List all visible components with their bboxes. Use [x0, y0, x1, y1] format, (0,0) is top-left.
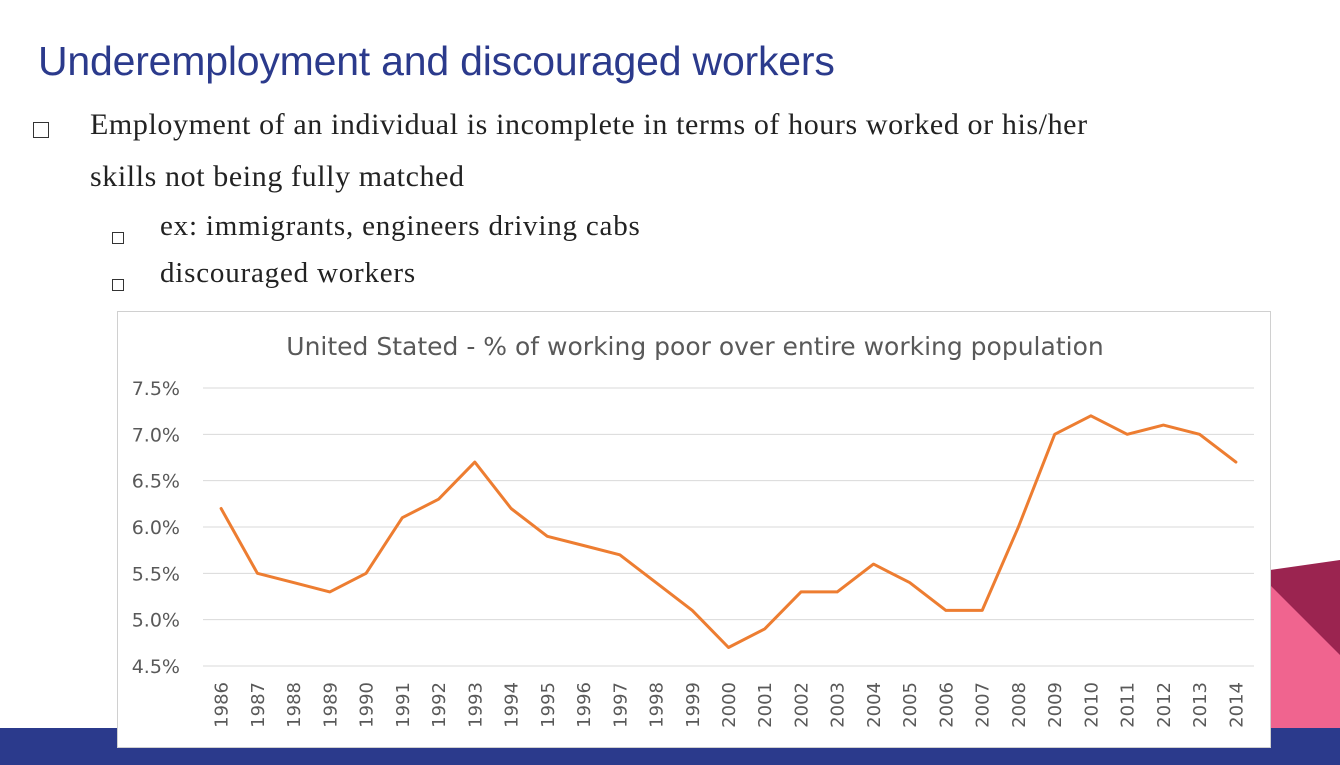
sub-bullet-checkbox-icon: [112, 279, 124, 291]
corner-decoration-light: [1270, 585, 1340, 730]
x-tick-label: 1989: [320, 682, 341, 728]
x-tick-label: 2003: [828, 682, 849, 728]
x-tick-label: 1993: [465, 682, 486, 728]
bullet-text-line-2: skills not being fully matched: [90, 160, 465, 193]
bullet-checkbox-icon: [33, 122, 49, 138]
x-tick-label: 2000: [719, 682, 740, 728]
series-line-0: [219, 414, 1238, 649]
y-tick-label: 5.5%: [132, 563, 180, 585]
x-tick-label: 2010: [1081, 682, 1102, 728]
x-tick-label: 2013: [1190, 682, 1211, 728]
x-tick-label: 1992: [429, 682, 450, 728]
x-tick-label: 2012: [1154, 682, 1175, 728]
grid-layer: [203, 387, 1254, 667]
y-tick-label: 7.0%: [132, 424, 180, 446]
x-tick-label: 1986: [212, 682, 233, 728]
x-tick-label: 1999: [683, 682, 704, 728]
x-tick-label: 2009: [1045, 682, 1066, 728]
series-layer: [219, 414, 1238, 649]
chart-container: United Stated - % of working poor over e…: [117, 311, 1271, 748]
x-tick-label: 2001: [755, 682, 776, 728]
y-tick-label: 4.5%: [132, 656, 180, 678]
x-tick-label: 1995: [538, 682, 559, 728]
y-tick-label: 6.5%: [132, 471, 180, 493]
x-tick-label: 2008: [1009, 682, 1030, 728]
x-axis-tick-labels: 1986 1987 1988 1989 1990 1991 1992 1993 1994 1995…: [212, 682, 1248, 728]
corner-decoration: [1270, 560, 1340, 730]
x-tick-label: 2002: [791, 682, 812, 728]
x-tick-label: 1990: [357, 682, 378, 728]
x-tick-label: 2005: [900, 682, 921, 728]
x-tick-label: 2014: [1226, 682, 1247, 728]
x-tick-label: 2004: [864, 682, 885, 728]
y-tick-label: 7.5%: [132, 378, 180, 400]
x-tick-label: 1996: [574, 682, 595, 728]
x-tick-label: 1991: [393, 682, 414, 728]
line-chart: United Stated - % of working poor over e…: [132, 332, 1254, 728]
x-tick-label: 1998: [647, 682, 668, 728]
sub-bullet-text-discouraged: discouraged workers: [160, 257, 416, 289]
x-tick-label: 2007: [973, 682, 994, 728]
y-tick-label: 5.0%: [132, 610, 180, 632]
bullet-text-line-1: Employment of an individual is incomplet…: [90, 108, 1088, 141]
x-tick-label: 2011: [1118, 682, 1139, 728]
sub-bullet-text-examples: ex: immigrants, engineers driving cabs: [160, 210, 641, 242]
y-axis-tick-labels: 4.5% 5.0% 5.5% 6.0% 6.5% 7.0% 7.5%: [132, 378, 180, 678]
x-tick-label: 1987: [248, 682, 269, 728]
sub-bullet-checkbox-icon: [112, 232, 124, 244]
y-tick-label: 6.0%: [132, 517, 180, 539]
x-tick-label: 2006: [936, 682, 957, 728]
x-tick-label: 1997: [610, 682, 631, 728]
chart-title: United Stated - % of working poor over e…: [286, 332, 1103, 361]
slide-title: Underemployment and discouraged workers: [38, 38, 835, 84]
x-tick-label: 1988: [284, 682, 305, 728]
x-tick-label: 1994: [502, 682, 523, 728]
